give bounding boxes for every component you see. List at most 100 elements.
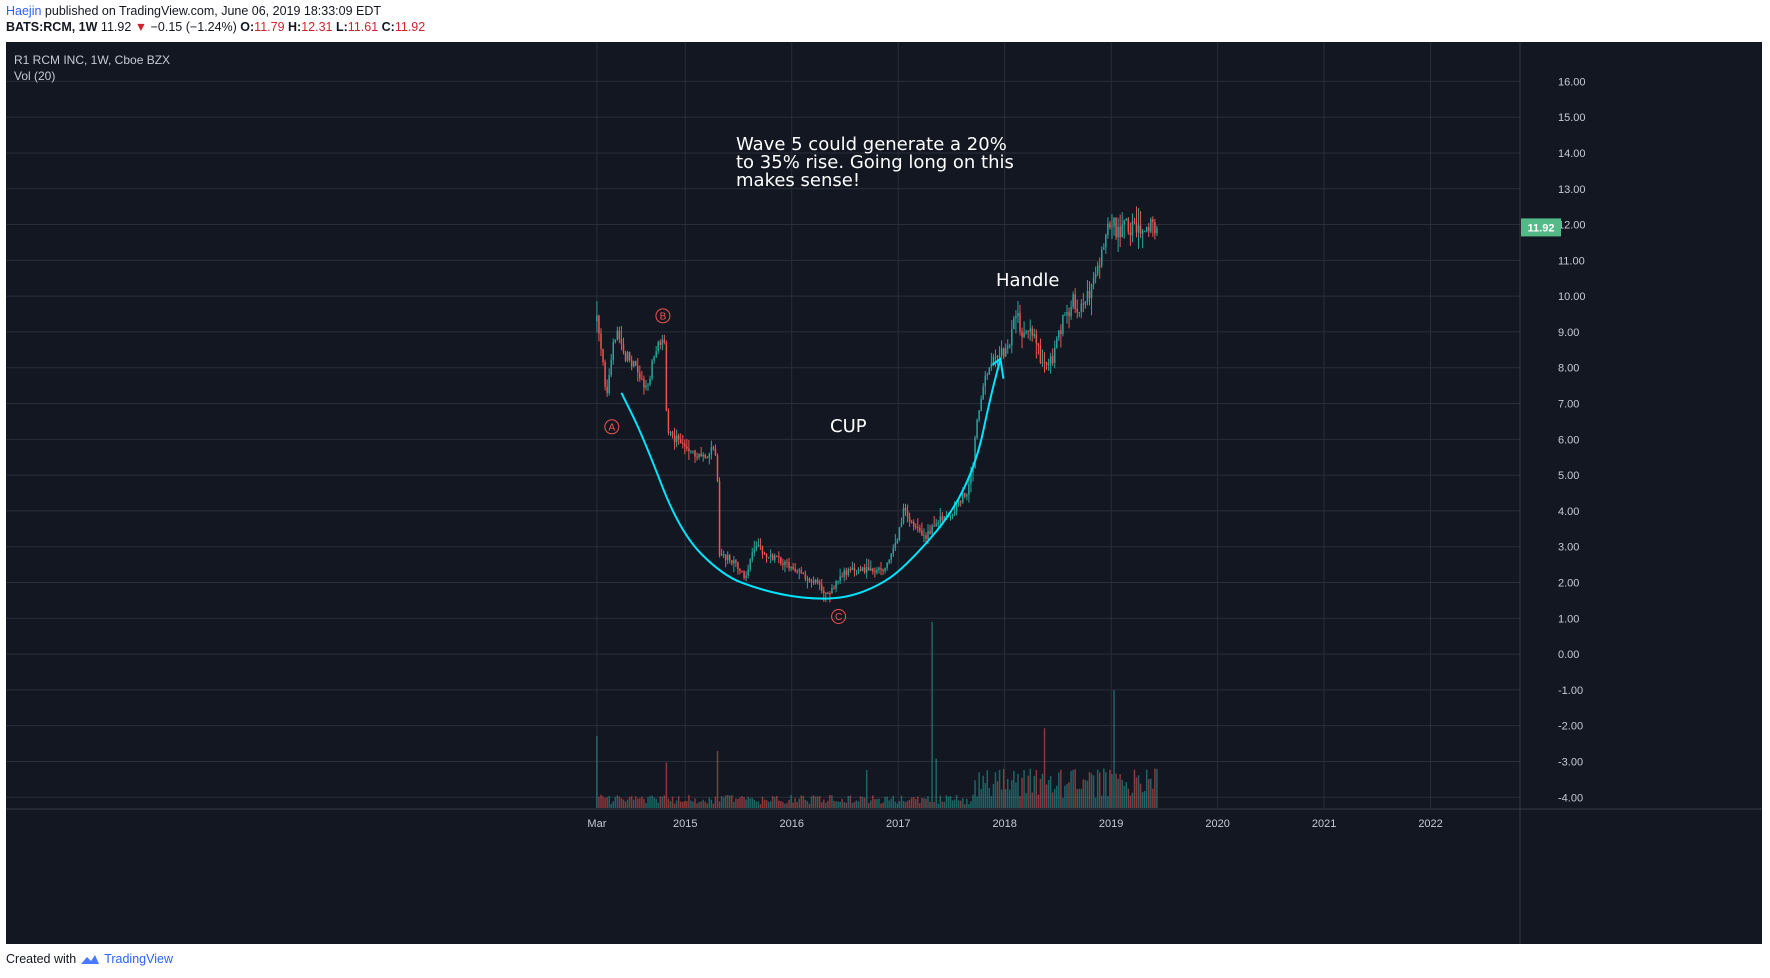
price-tick-label: 9.00: [1558, 327, 1579, 339]
candle-body: [812, 580, 815, 583]
volume-bar: [643, 799, 645, 808]
volume-bar: [861, 796, 864, 808]
candle-body: [690, 450, 692, 452]
candle-body: [716, 455, 719, 481]
candle-body: [841, 576, 843, 578]
candle-body: [596, 315, 598, 322]
volume-bar: [845, 802, 848, 808]
price-chart[interactable]: A B C Wave 5 could generate a 20%to 35% ris…: [6, 42, 1762, 944]
volume-bar: [641, 796, 643, 808]
volume-bar: [957, 800, 960, 808]
volume-bar: [976, 796, 978, 808]
candle-body: [1139, 225, 1142, 234]
volume-bar: [876, 799, 878, 808]
candle-body: [998, 355, 1001, 358]
volume-bar: [1019, 795, 1021, 808]
chart-area[interactable]: A B C Wave 5 could generate a 20% to 35% ris…: [6, 42, 1762, 944]
candle-body: [1103, 247, 1105, 250]
candle-body: [1113, 217, 1115, 227]
volume-bar: [882, 802, 884, 808]
volume-bar: [1017, 773, 1019, 808]
volume-bar: [825, 802, 827, 808]
volume-bar: [990, 795, 993, 808]
candle-body: [1045, 362, 1048, 365]
volume-bar: [669, 801, 672, 808]
wave-label-circle: [604, 419, 620, 435]
volume-bar: [986, 770, 989, 808]
tradingview-brand-link[interactable]: TradingView: [104, 952, 173, 966]
candle-body: [614, 339, 617, 342]
candle-body: [637, 365, 639, 373]
volume-bar: [1011, 780, 1013, 808]
candle-body: [876, 569, 878, 573]
candle-body: [763, 553, 766, 555]
candle-body: [825, 592, 827, 594]
candle-body: [1053, 347, 1056, 363]
volume-bar: [686, 801, 688, 808]
volume-bar: [992, 784, 995, 808]
handle-label: Handle: [996, 270, 1059, 291]
candle-body: [994, 356, 997, 358]
volume-bar: [1072, 769, 1074, 808]
volume-bar: [921, 798, 923, 808]
candle-body: [771, 554, 774, 560]
volume-bar: [880, 803, 882, 808]
candle-body: [655, 351, 657, 357]
volume-bar: [786, 803, 788, 808]
time-tick-label: 2021: [1312, 818, 1336, 830]
candle-body: [749, 559, 751, 570]
volume-bar: [618, 796, 621, 808]
volume-bar: [639, 797, 641, 808]
candle-body: [745, 575, 747, 578]
candle-body: [870, 568, 872, 571]
volume-bar: [878, 798, 880, 808]
candle-body: [810, 580, 813, 582]
candle-body: [657, 341, 659, 352]
volume-bar: [888, 800, 890, 808]
volume-bar: [796, 802, 798, 808]
candle-body: [767, 557, 770, 559]
candle-body: [639, 372, 641, 379]
candle-body: [859, 569, 862, 571]
volume-bar: [751, 797, 753, 808]
publisher-link[interactable]: Haejin: [6, 4, 42, 18]
candle-body: [1062, 314, 1064, 334]
candle-body: [1002, 348, 1005, 357]
candle-body: [823, 590, 825, 594]
candle-body: [1009, 345, 1011, 347]
candle-body: [884, 568, 886, 571]
candle-body: [1047, 364, 1050, 366]
volume-bar: [632, 799, 635, 808]
volume-bar: [684, 801, 686, 808]
volume-bar: [857, 801, 860, 808]
volume-bar: [1000, 789, 1003, 808]
price-tick-label: 16.00: [1558, 76, 1586, 88]
price-tick-label: 4.00: [1558, 506, 1579, 518]
volume-bar: [818, 796, 821, 808]
volume-bar: [1013, 771, 1015, 808]
candle-body: [626, 352, 629, 361]
candle-body: [1035, 334, 1038, 344]
volume-bars: [596, 621, 1158, 808]
volume-bar: [600, 794, 602, 808]
volume-bar: [933, 802, 935, 808]
candle-body: [773, 555, 776, 560]
volume-bar: [1148, 779, 1150, 808]
candle-body: [986, 374, 989, 376]
volume-bar: [659, 796, 662, 808]
candle-body: [902, 507, 905, 523]
price-tick-label: 8.00: [1558, 363, 1579, 375]
candle-body: [778, 556, 780, 558]
candle-body: [686, 446, 688, 449]
price-tick-label: -3.00: [1558, 756, 1583, 768]
volume-bar: [1033, 776, 1036, 808]
volume-bar: [1021, 777, 1023, 808]
volume-bar: [886, 796, 888, 808]
candle-body: [1115, 217, 1117, 238]
volume-bar: [874, 799, 876, 808]
down-arrow-icon: ▼: [134, 20, 148, 34]
candle-body: [978, 410, 980, 420]
candle-body: [837, 581, 839, 583]
volume-bar: [843, 802, 845, 808]
price-tick-label: 12.00: [1558, 220, 1586, 232]
